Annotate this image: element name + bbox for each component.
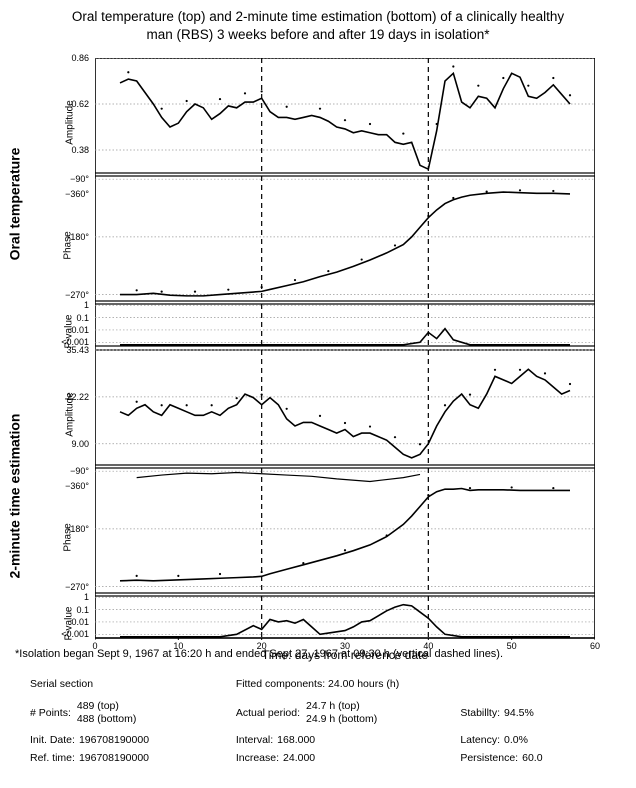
chart-area: Time: days from reference date −360°−360… [95,58,595,638]
chart-title: Oral temperature (top) and 2-minute time… [0,0,636,48]
ytick: −180° [49,524,89,534]
ytick: 0.1 [49,605,89,615]
ytick: −270° [49,290,89,300]
section-label-oral: Oral temperature [6,148,22,261]
ytick: 1 [49,592,89,602]
ytick: −90° [49,174,89,184]
ytick: 0.86 [49,53,89,63]
ytick: 0.01 [49,617,89,627]
xtick: 50 [507,641,517,651]
ytick: 0.01 [49,325,89,335]
section-label-2min: 2-minute time estimation [6,414,22,579]
ytick: 0.38 [49,145,89,155]
ytick: −180° [49,232,89,242]
ytick: −270° [49,582,89,592]
xtick: 60 [590,641,600,651]
ytick: 9.00 [49,439,89,449]
ytick: −360° [49,189,89,199]
ytick: 0.1 [49,313,89,323]
ytick: 0.62 [49,99,89,109]
ytick: 1 [49,300,89,310]
footnote: *Isolation began Sept 9, 1967 at 16:20 h… [15,648,503,660]
ytick: <0.001 [49,629,89,639]
ytick: −360° [49,481,89,491]
ytick: 35.43 [49,345,89,355]
stats-table: Serial section Fitted components: 24.00 … [30,678,610,770]
ytick: 22.22 [49,392,89,402]
ytick: −90° [49,466,89,476]
